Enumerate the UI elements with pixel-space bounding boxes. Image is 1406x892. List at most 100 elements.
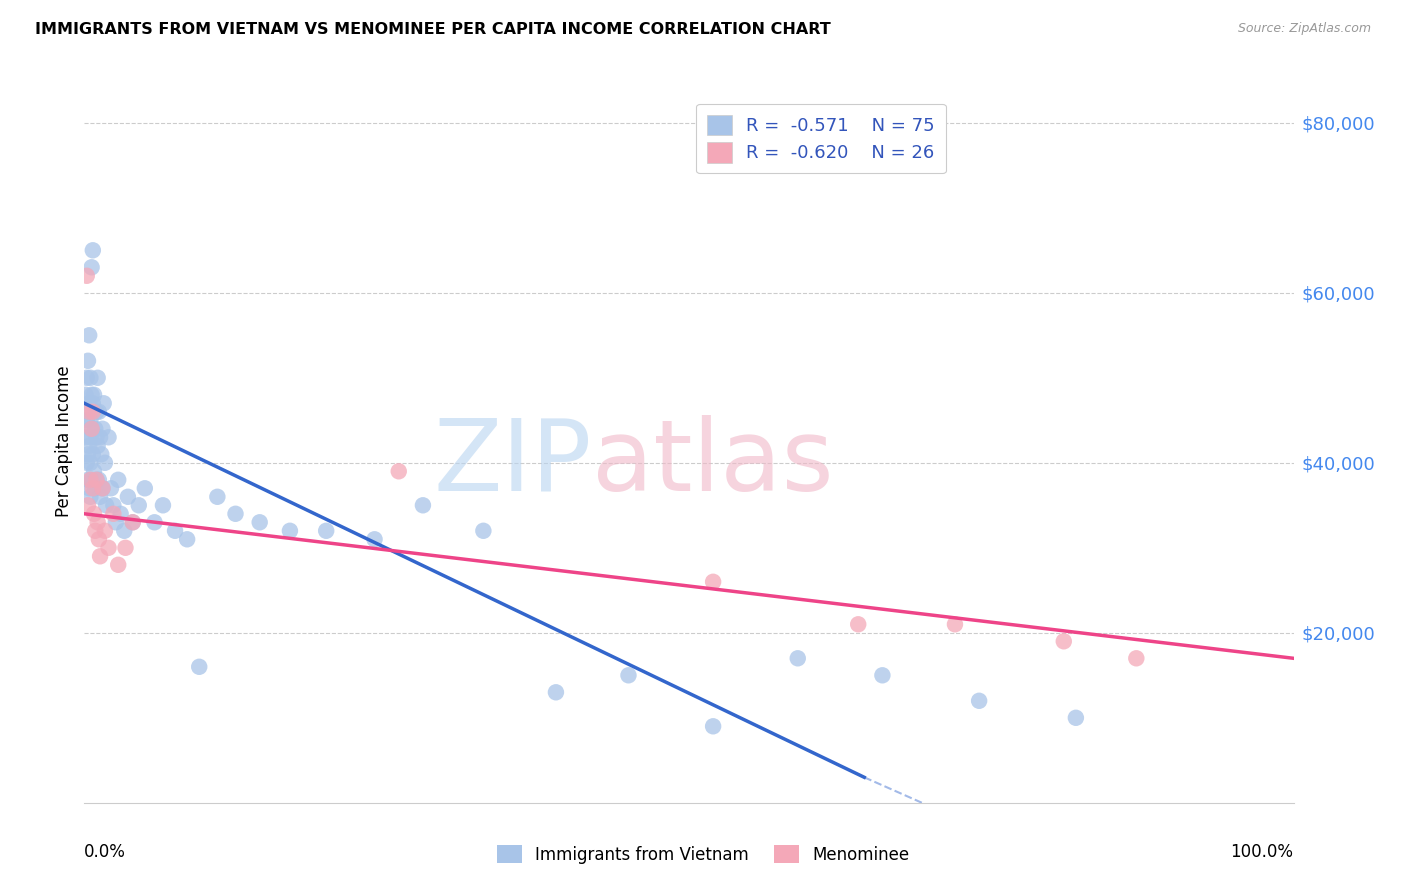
Point: [86, 473, 108, 487]
Point: [90, 447, 112, 461]
Legend: Immigrants from Vietnam, Menominee: Immigrants from Vietnam, Menominee: [491, 838, 915, 871]
Point: [80, 422, 103, 436]
Point: [363, 533, 385, 547]
Text: atlas: atlas: [592, 415, 834, 512]
Point: [84, 422, 107, 436]
Point: [91, 481, 114, 495]
Point: [80, 260, 103, 275]
Point: [80, 422, 103, 436]
Point: [315, 524, 337, 538]
Point: [80, 388, 103, 402]
Text: 100.0%: 100.0%: [1230, 843, 1294, 861]
Point: [412, 498, 434, 512]
Point: [94, 498, 117, 512]
Point: [100, 481, 122, 495]
Point: [388, 464, 411, 478]
Point: [165, 524, 187, 538]
Point: [93, 396, 115, 410]
Point: [79, 413, 101, 427]
Point: [79, 371, 101, 385]
Point: [249, 516, 271, 530]
Point: [1125, 651, 1147, 665]
Point: [86, 371, 108, 385]
Point: [943, 617, 966, 632]
Point: [103, 498, 125, 512]
Point: [87, 473, 110, 487]
Point: [82, 447, 104, 461]
Point: [79, 456, 101, 470]
Point: [87, 533, 110, 547]
Legend: R =  -0.571    N = 75, R =  -0.620    N = 26: R = -0.571 N = 75, R = -0.620 N = 26: [696, 103, 946, 173]
Point: [103, 507, 125, 521]
Point: [86, 439, 108, 453]
Point: [82, 481, 104, 495]
Point: [110, 507, 132, 521]
Point: [79, 490, 101, 504]
Point: [94, 456, 117, 470]
Point: [87, 405, 110, 419]
Point: [1064, 711, 1087, 725]
Point: [117, 490, 139, 504]
Point: [77, 439, 100, 453]
Point: [104, 516, 127, 530]
Point: [107, 558, 129, 572]
Point: [91, 481, 114, 495]
Point: [97, 541, 120, 555]
Point: [702, 574, 724, 589]
Point: [77, 498, 100, 512]
Point: [872, 668, 894, 682]
Point: [86, 430, 108, 444]
Text: Source: ZipAtlas.com: Source: ZipAtlas.com: [1237, 22, 1371, 36]
Point: [188, 660, 211, 674]
Point: [84, 481, 107, 495]
Point: [79, 473, 101, 487]
Point: [94, 524, 117, 538]
Point: [77, 473, 100, 487]
Point: [76, 268, 98, 283]
Point: [143, 516, 166, 530]
Text: ZIP: ZIP: [434, 415, 592, 512]
Point: [617, 668, 640, 682]
Point: [77, 405, 100, 419]
Point: [121, 516, 143, 530]
Point: [80, 473, 103, 487]
Point: [967, 694, 990, 708]
Point: [82, 396, 104, 410]
Point: [86, 516, 108, 530]
Point: [86, 405, 108, 419]
Point: [86, 473, 108, 487]
Point: [786, 651, 808, 665]
Point: [97, 430, 120, 444]
Point: [75, 388, 97, 402]
Point: [83, 464, 105, 478]
Point: [107, 473, 129, 487]
Point: [702, 719, 724, 733]
Point: [77, 481, 100, 495]
Point: [128, 498, 150, 512]
Point: [225, 507, 247, 521]
Point: [76, 371, 98, 385]
Text: 0.0%: 0.0%: [84, 843, 127, 861]
Point: [77, 328, 100, 343]
Point: [77, 447, 100, 461]
Point: [207, 490, 229, 504]
Point: [544, 685, 567, 699]
Point: [75, 430, 97, 444]
Point: [89, 490, 111, 504]
Point: [77, 405, 100, 419]
Point: [83, 507, 105, 521]
Point: [114, 541, 136, 555]
Point: [83, 388, 105, 402]
Point: [112, 524, 135, 538]
Point: [82, 405, 104, 419]
Point: [472, 524, 495, 538]
Point: [76, 456, 98, 470]
Point: [89, 430, 111, 444]
Point: [152, 498, 174, 512]
Point: [1053, 634, 1076, 648]
Point: [121, 516, 143, 530]
Point: [76, 413, 98, 427]
Point: [176, 533, 198, 547]
Point: [846, 617, 869, 632]
Y-axis label: Per Capita Income: Per Capita Income: [55, 366, 73, 517]
